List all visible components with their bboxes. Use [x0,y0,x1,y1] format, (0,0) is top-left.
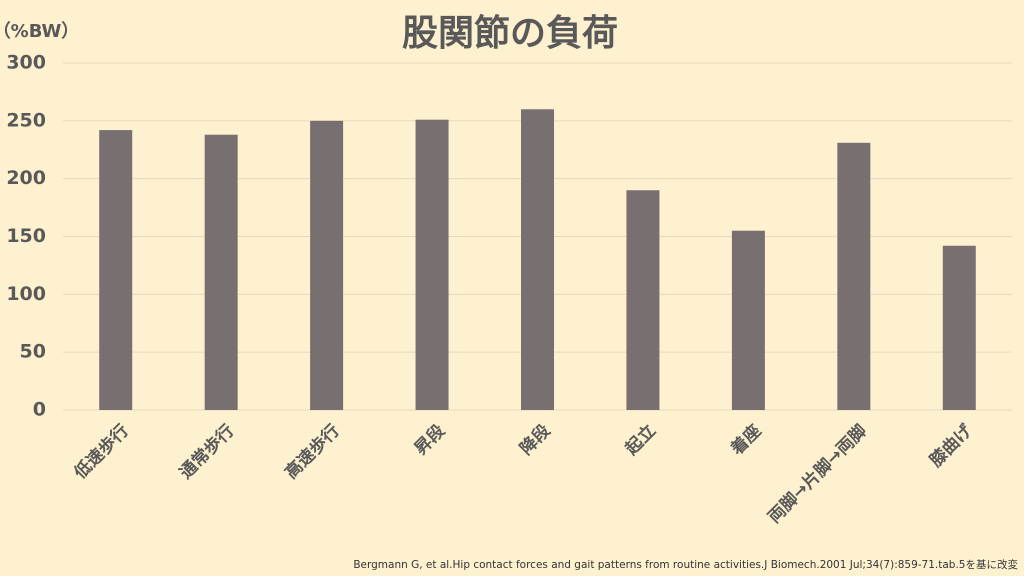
y-tick-label: 50 [20,341,46,363]
bar [415,119,449,410]
bar [731,230,765,410]
chart-title: 股関節の負荷 [402,13,618,54]
bar [99,130,133,410]
y-tick-label: 250 [6,109,46,131]
bar [521,109,554,411]
y-tick-label: 0 [33,399,46,421]
y-tick-label: 150 [6,225,46,247]
y-tick-label: 200 [6,167,46,189]
source-note: Bergmann G, et al.Hip contact forces and… [353,558,1018,571]
bar [837,142,871,410]
y-axis-label: （%BW） [0,21,79,42]
y-tick-label: 300 [6,52,46,74]
bar [626,190,660,410]
bar [310,120,344,410]
bar [942,245,976,410]
y-tick-label: 100 [6,283,46,305]
bar [204,134,238,411]
